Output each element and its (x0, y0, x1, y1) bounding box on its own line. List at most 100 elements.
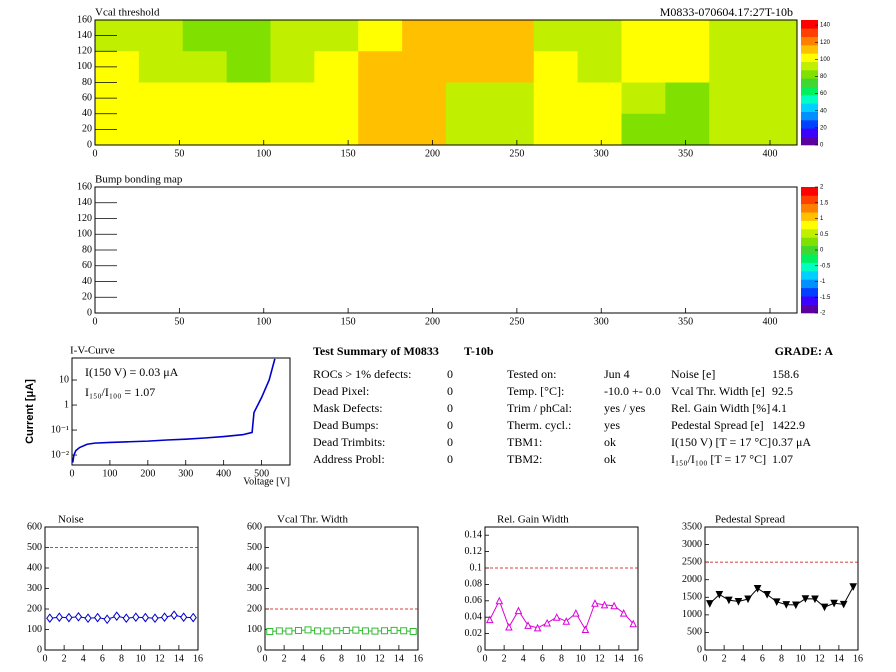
y-tick-label: 2000 (682, 574, 702, 585)
colorbar-tick-label: 0.5 (820, 232, 829, 238)
heatmap-cell (446, 51, 491, 83)
y-tick-label: 0 (87, 139, 92, 150)
summary-label: Vcal Thr. Width [e] (671, 384, 765, 398)
heatmap-cell (226, 51, 271, 83)
heatmap-cell (709, 113, 754, 146)
x-tick-label: 8 (559, 653, 564, 664)
heatmap-cell (753, 20, 798, 52)
x-tick-label: 250 (509, 148, 524, 159)
data-marker (333, 627, 341, 635)
data-marker (294, 627, 302, 635)
chart-title: Pedestal Spread (715, 514, 785, 526)
summary-label: Rel. Gain Width [%] (671, 401, 770, 415)
y-axis-label: Current [μA] (24, 379, 36, 444)
heatmap-cell (753, 51, 798, 83)
data-marker (189, 612, 197, 623)
heatmap-cell (577, 113, 622, 146)
x-tick-label: 350 (678, 148, 693, 159)
data-marker (103, 614, 111, 625)
x-tick-label: 100 (102, 468, 117, 479)
x-tick-label: 400 (763, 148, 778, 159)
y-tick-label: 0.14 (465, 529, 483, 540)
y-tick-label: 0.1 (470, 562, 483, 573)
heatmap-cell (621, 20, 666, 52)
summary-value: yes / yes (604, 401, 646, 415)
y-tick-label: 20 (82, 292, 92, 303)
heatmap-cell (533, 51, 579, 83)
x-tick-label: 16 (413, 653, 423, 664)
x-tick-label: 16 (193, 653, 203, 664)
x-tick-label: 8 (339, 653, 344, 664)
data-marker (409, 628, 417, 636)
colorbar-segment (801, 111, 818, 121)
data-marker (275, 627, 283, 635)
x-tick-label: 12 (595, 653, 605, 664)
y-tick-label: 100 (77, 61, 92, 72)
data-marker (725, 596, 733, 605)
heatmap-cell (138, 82, 184, 115)
colorbar-segment (801, 304, 818, 314)
y-tick-label: 1500 (682, 592, 702, 603)
summary-value: 0 (447, 418, 453, 432)
data-marker (170, 610, 178, 620)
heatmap-cell (489, 51, 535, 83)
data-marker (485, 615, 494, 624)
summary-value: 0 (447, 452, 453, 466)
y-tick-label: 1 (64, 399, 69, 410)
heatmap-cell (270, 20, 315, 52)
y-tick-label: 10⁻² (51, 449, 69, 460)
summary-value: ok (604, 452, 616, 466)
heatmap-cell (621, 113, 666, 146)
colorbar-segment (801, 195, 818, 205)
y-tick-label: 400 (27, 562, 42, 573)
summary-label: Dead Trimbits: (313, 435, 385, 449)
x-tick-label: 0 (93, 148, 98, 159)
colorbar-tick-label: -2 (820, 311, 826, 317)
x-tick-label: 0 (93, 316, 98, 327)
data-marker (830, 599, 838, 608)
data-marker (361, 627, 369, 635)
data-line (71, 358, 276, 463)
colorbar-segment (801, 296, 818, 305)
heatmap-cell (182, 113, 228, 146)
plot-frame (71, 357, 291, 466)
colorbar-segment (801, 254, 818, 263)
data-marker (84, 613, 92, 624)
heatmap-cell (709, 51, 754, 83)
heatmap-cell (358, 20, 403, 52)
heatmap-cell (621, 51, 666, 83)
chart-title: Vcal Thr. Width (277, 514, 348, 526)
data-marker (811, 595, 819, 604)
summary-value: 92.5 (772, 384, 793, 398)
x-tick-label: 12 (375, 653, 385, 664)
heatmap-cell (226, 20, 271, 52)
heatmap-cell (138, 20, 184, 52)
colorbar-tick-label: 140 (820, 23, 831, 29)
heatmap-cell (577, 82, 622, 115)
colorbar-tick-label: 20 (820, 125, 827, 131)
y-tick-label: 80 (82, 244, 92, 255)
data-marker (600, 600, 609, 609)
x-tick-label: 12 (815, 653, 825, 664)
summary-label: T-10b (464, 344, 494, 358)
heatmap-cell (314, 113, 359, 146)
plot-frame (94, 186, 798, 314)
y-tick-label: 300 (27, 583, 42, 594)
data-marker (552, 613, 561, 621)
x-tick-label: 14 (394, 653, 404, 664)
colorbar-tick-label: 0 (820, 143, 824, 149)
heatmap-cell (226, 82, 271, 115)
data-line (489, 599, 634, 631)
y-tick-label: 500 (247, 542, 262, 553)
data-marker (572, 608, 580, 617)
summary-label: I₁₅₀/I₁₀₀ [T = 17 °C] (671, 452, 766, 466)
x-tick-label: 300 (178, 468, 193, 479)
data-marker (533, 623, 542, 632)
colorbar-segment (801, 36, 818, 46)
heatmap-cell (314, 20, 359, 52)
data-marker (113, 611, 121, 622)
colorbar-segment (801, 187, 818, 196)
y-tick-label: 160 (77, 14, 92, 25)
grade: GRADE: A (775, 344, 834, 358)
x-tick-label: 6 (760, 653, 765, 664)
